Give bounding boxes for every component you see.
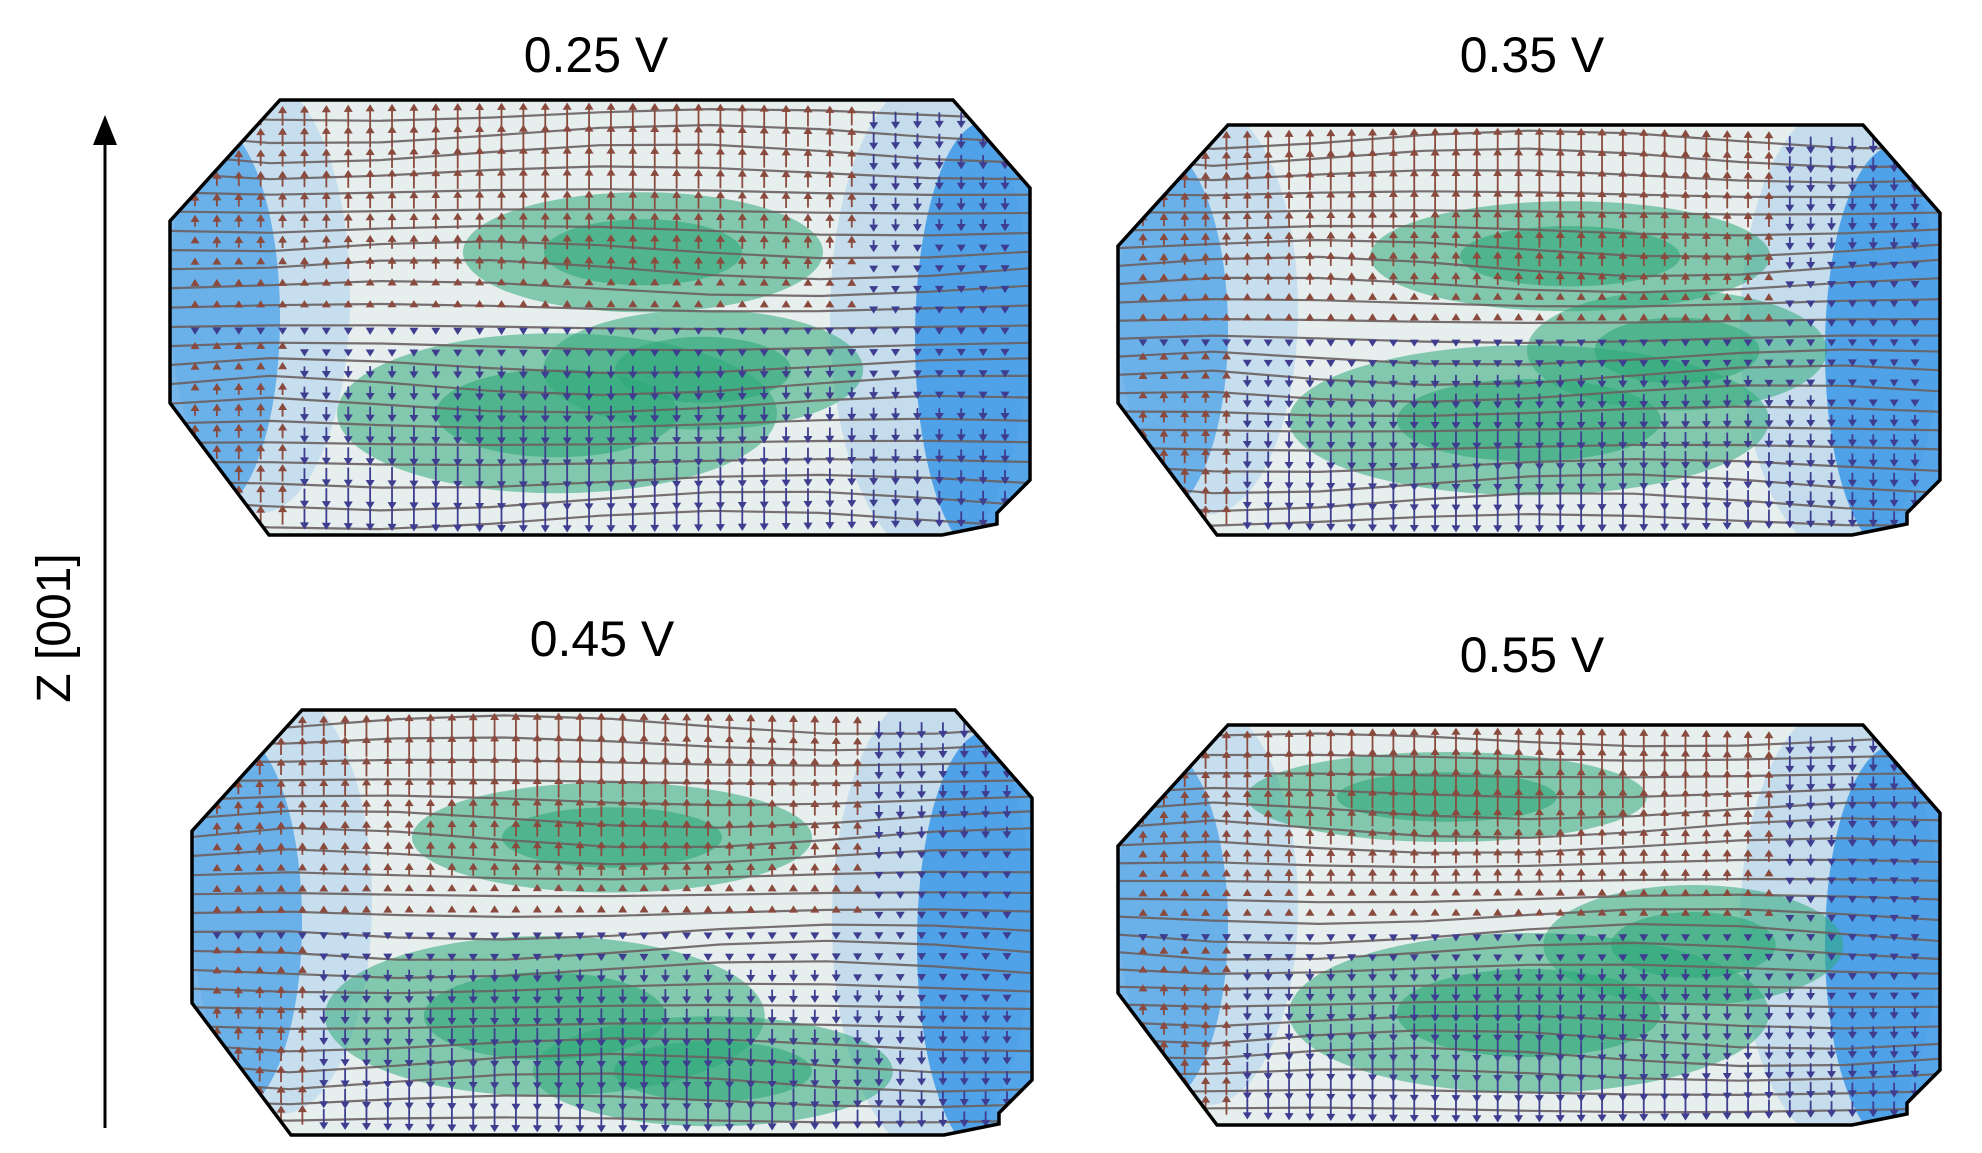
polarization-map-0-45v <box>190 708 1034 1137</box>
z-axis: Z [001] <box>28 115 117 1128</box>
panel-0-25v: 0.25 V <box>168 27 1032 537</box>
map-fill <box>1118 125 1940 535</box>
panel-title-0-55v: 0.55 V <box>1460 627 1605 683</box>
polarization-map-0-55v <box>1116 723 1942 1127</box>
polarization-map-0-25v <box>168 98 1032 537</box>
panel-0-45v: 0.45 V <box>190 611 1034 1137</box>
z-axis-arrowhead-icon <box>93 115 117 145</box>
panel-title-0-25v: 0.25 V <box>524 27 669 83</box>
map-fill <box>170 100 1030 535</box>
polarization-arrows <box>212 712 1012 1133</box>
map-fill <box>192 710 1032 1135</box>
z-axis-label: Z [001] <box>28 553 81 702</box>
polarization-arrows <box>190 102 1010 533</box>
map-outline <box>1116 723 1942 1127</box>
panel-0-55v: 0.55 V <box>1116 627 1942 1127</box>
map-fill <box>1118 725 1940 1125</box>
map-outline <box>168 98 1032 537</box>
panel-title-0-45v: 0.45 V <box>530 611 675 667</box>
map-outline <box>190 708 1034 1137</box>
panel-0-35v: 0.35 V <box>1116 27 1942 537</box>
polarization-map-0-35v <box>1116 123 1942 537</box>
map-outline <box>1116 123 1942 537</box>
panel-title-0-35v: 0.35 V <box>1460 27 1605 83</box>
